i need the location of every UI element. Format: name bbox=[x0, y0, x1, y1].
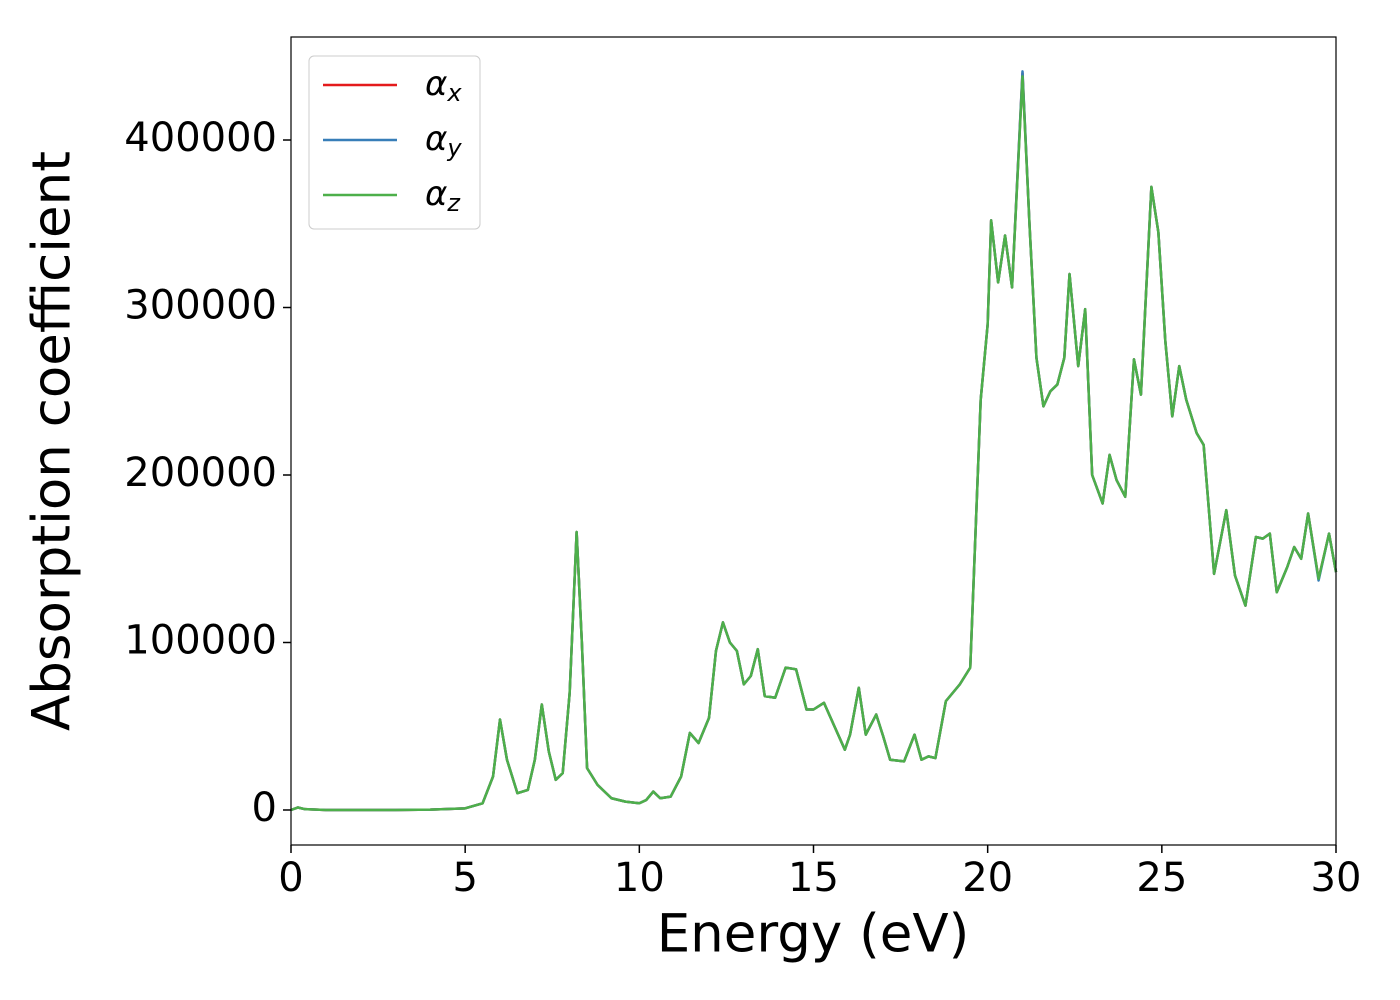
plot-frame bbox=[290, 36, 1337, 846]
y-tick-label: 400000 bbox=[124, 115, 277, 161]
y-tick-label: 0 bbox=[252, 785, 277, 831]
x-tick-label: 15 bbox=[788, 855, 839, 901]
series-line bbox=[290, 75, 1338, 812]
y-tick-label: 100000 bbox=[124, 617, 277, 663]
legend-label: αy bbox=[425, 119, 462, 163]
x-tick-label: 25 bbox=[1136, 855, 1187, 901]
y-tick-label: 200000 bbox=[124, 450, 277, 496]
legend-label: αx bbox=[425, 64, 462, 108]
x-tick-label: 10 bbox=[614, 855, 665, 901]
y-axis-label: Absorption coefficient bbox=[22, 151, 83, 731]
x-tick-label: 20 bbox=[962, 855, 1013, 901]
legend-box bbox=[308, 55, 481, 230]
x-axis-label: Energy (eV) bbox=[657, 904, 970, 965]
legend-label: αz bbox=[425, 174, 461, 218]
y-tick-label: 300000 bbox=[124, 283, 277, 329]
x-tick-label: 0 bbox=[278, 855, 303, 901]
x-tick-label: 30 bbox=[1311, 855, 1362, 901]
x-tick-label: 5 bbox=[452, 855, 477, 901]
